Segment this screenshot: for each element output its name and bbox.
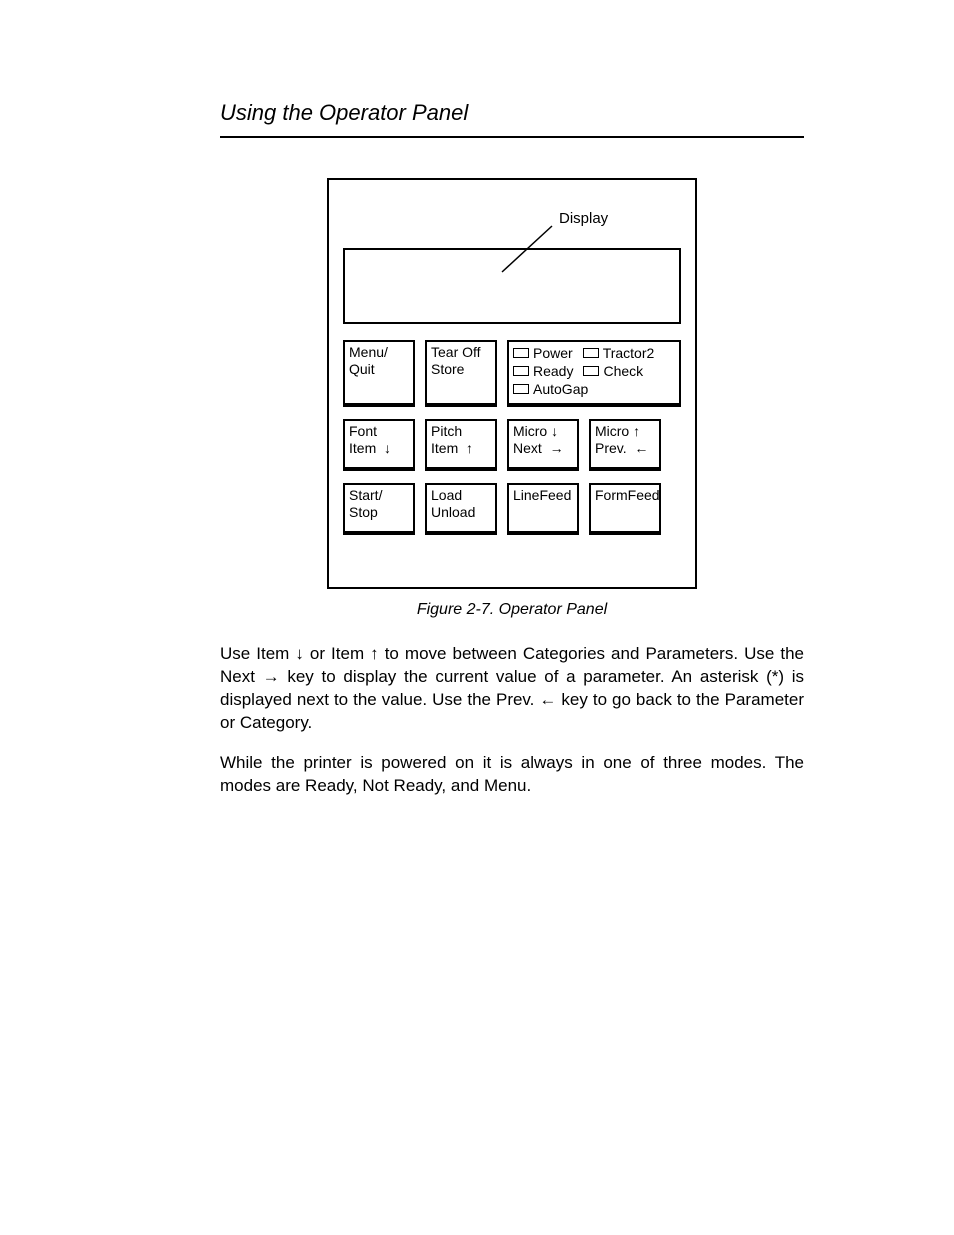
button-row-1: Menu/ Quit Tear Off Store Power Tractor2… (343, 340, 681, 407)
down-arrow-icon: ↓ (384, 440, 391, 456)
right-arrow-icon: → (263, 667, 280, 686)
page: Using the Operator Panel Display Menu/ Q… (0, 0, 954, 1235)
led-label: Tractor2 (603, 345, 655, 361)
button-label: FormFeed (595, 487, 660, 503)
text: Use Item (220, 644, 295, 663)
power-led: Power (513, 345, 573, 361)
heading-rule (220, 136, 804, 138)
down-arrow-icon: ↓ (295, 644, 304, 663)
left-arrow-icon: ← (539, 690, 556, 709)
button-label: Item ↑ (431, 440, 491, 457)
display-callout-label: Display (559, 210, 608, 227)
formfeed-button: FormFeed (589, 483, 661, 535)
button-label: Prev. ← (595, 440, 655, 457)
label-prefix: Prev. (595, 440, 627, 456)
button-label: Start/ (349, 487, 382, 503)
label-prefix: Item (349, 440, 376, 456)
button-label: Micro ↑ (595, 423, 640, 439)
button-label: Next → (513, 440, 573, 457)
button-row-2: Font Item ↓ Pitch Item ↑ Micro ↓ Next → … (343, 419, 681, 471)
operator-panel-diagram: Display Menu/ Quit Tear Off Store Power (327, 178, 697, 589)
led-label: Check (603, 363, 643, 379)
button-label: Item ↓ (349, 440, 409, 457)
button-label: Quit (349, 361, 409, 378)
button-label: Load (431, 487, 462, 503)
led-indicator-icon (513, 348, 529, 358)
led-panel: Power Tractor2 Ready Check AutoGap (507, 340, 681, 407)
button-label: Tear Off (431, 344, 481, 360)
button-label: Micro ↓ (513, 423, 558, 439)
start-stop-button: Start/ Stop (343, 483, 415, 535)
right-arrow-icon: → (550, 440, 564, 456)
tractor2-led: Tractor2 (583, 345, 655, 361)
pitch-item-button: Pitch Item ↑ (425, 419, 497, 471)
ready-led: Ready (513, 363, 573, 379)
led-label: Power (533, 345, 573, 361)
label-prefix: Item (431, 440, 458, 456)
panel-wrapper: Display Menu/ Quit Tear Off Store Power (220, 178, 804, 589)
led-row: Ready Check (513, 363, 675, 379)
load-unload-button: Load Unload (425, 483, 497, 535)
led-indicator-icon (583, 348, 599, 358)
button-label: Store (431, 361, 491, 378)
button-label: Pitch (431, 423, 462, 439)
paragraph: While the printer is powered on it is al… (220, 752, 804, 798)
down-arrow-icon: ↓ (551, 423, 558, 439)
font-item-button: Font Item ↓ (343, 419, 415, 471)
text: or Item (304, 644, 370, 663)
check-led: Check (583, 363, 643, 379)
button-label: Font (349, 423, 377, 439)
left-arrow-icon: ← (634, 440, 648, 456)
led-indicator-icon (583, 366, 599, 376)
up-arrow-icon: ↑ (466, 440, 473, 456)
menu-quit-button: Menu/ Quit (343, 340, 415, 407)
button-label: LineFeed (513, 487, 571, 503)
tearoff-store-button: Tear Off Store (425, 340, 497, 407)
micro-prev-button: Micro ↑ Prev. ← (589, 419, 661, 471)
page-heading: Using the Operator Panel (220, 100, 804, 126)
led-label: Ready (533, 363, 573, 379)
button-label: Unload (431, 504, 491, 521)
led-row: Power Tractor2 (513, 345, 675, 361)
figure-caption: Figure 2-7. Operator Panel (220, 601, 804, 619)
label-prefix: Micro (595, 423, 629, 439)
up-arrow-icon: ↑ (370, 644, 379, 663)
button-row-3: Start/ Stop Load Unload LineFeed FormFee… (343, 483, 681, 535)
label-prefix: Next (513, 440, 542, 456)
body-paragraphs: Use Item ↓ or Item ↑ to move between Cat… (220, 643, 804, 798)
display-callout-line (497, 224, 557, 274)
button-label: Menu/ (349, 344, 388, 360)
autogap-led: AutoGap (513, 381, 588, 397)
led-indicator-icon (513, 366, 529, 376)
linefeed-button: LineFeed (507, 483, 579, 535)
led-indicator-icon (513, 384, 529, 394)
label-prefix: Micro (513, 423, 547, 439)
led-row: AutoGap (513, 381, 675, 397)
up-arrow-icon: ↑ (633, 423, 640, 439)
button-label: Stop (349, 504, 409, 521)
led-label: AutoGap (533, 381, 588, 397)
paragraph: Use Item ↓ or Item ↑ to move between Cat… (220, 643, 804, 735)
micro-next-button: Micro ↓ Next → (507, 419, 579, 471)
